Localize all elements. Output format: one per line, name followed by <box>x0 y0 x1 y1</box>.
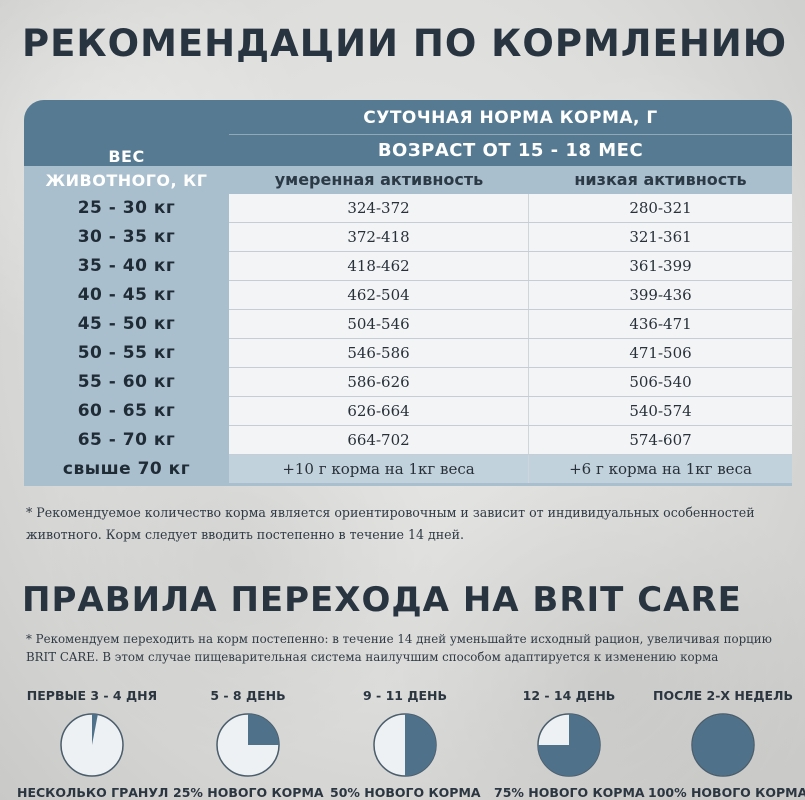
step-period: 5 - 8 ДЕНЬ <box>210 688 286 703</box>
weight-header-line2: ЖИВОТНОГО, КГ <box>45 171 208 190</box>
moderate-cell: 462-504 <box>229 281 529 309</box>
weight-cell: свыше 70 кг <box>62 459 191 479</box>
step-label: 25% НОВОГО КОРМА <box>173 785 324 800</box>
weight-cell: 35 - 40 кг <box>77 256 176 276</box>
step-pie-icon <box>537 713 601 777</box>
row-divider <box>229 425 792 426</box>
low-cell: 471-506 <box>529 339 792 367</box>
weight-header: ВЕС ЖИВОТНОГО, КГ <box>24 145 229 193</box>
moderate-activity-header: умеренная активность <box>274 170 484 189</box>
row-divider <box>229 338 792 339</box>
table-row: 65 - 70 кг 664-702 574-607 <box>24 426 792 455</box>
weight-cell: 40 - 45 кг <box>77 285 176 305</box>
table-row: 35 - 40 кг 418-462 361-399 <box>24 252 792 281</box>
step-period: ПЕРВЫЕ 3 - 4 ДНЯ <box>26 688 158 703</box>
row-divider <box>229 396 792 397</box>
transition-steps: ПЕРВЫЕ 3 - 4 ДНЯ НЕСКОЛЬКО ГРАНУЛ 5 - 8 ДЕ… <box>0 686 805 800</box>
weight-cell: 65 - 70 кг <box>77 430 176 450</box>
low-cell: 361-399 <box>529 252 792 280</box>
low-cell: 399-436 <box>529 281 792 309</box>
low-cell: 436-471 <box>529 310 792 338</box>
low-cell: 574-607 <box>529 426 792 454</box>
row-divider <box>229 367 792 368</box>
table-row: 60 - 65 кг 626-664 540-574 <box>24 397 792 426</box>
table-row: 25 - 30 кг 324-372 280-321 <box>24 194 792 223</box>
step-pie-icon <box>373 713 437 777</box>
moderate-cell: 546-586 <box>229 339 529 367</box>
daily-norm-header: СУТОЧНАЯ НОРМА КОРМА, Г <box>363 108 658 128</box>
moderate-cell: 418-462 <box>229 252 529 280</box>
table-row: 55 - 60 кг 586-626 506-540 <box>24 368 792 397</box>
transition-step: 9 - 11 ДЕНЬ 50% НОВОГО КОРМА <box>330 686 481 800</box>
transition-title: ПРАВИЛА ПЕРЕХОДА НА BRIT CARE <box>22 580 742 620</box>
table-row: 50 - 55 кг 546-586 471-506 <box>24 339 792 368</box>
table-row: 30 - 35 кг 372-418 321-361 <box>24 223 792 252</box>
step-label: 50% НОВОГО КОРМА <box>330 785 481 800</box>
table-row: 45 - 50 кг 504-546 436-471 <box>24 310 792 339</box>
weight-cell: 50 - 55 кг <box>77 343 176 363</box>
feeding-footnote: * Рекомендуемое количество корма являетс… <box>26 505 755 542</box>
low-cell: +6 г корма на 1кг веса <box>529 455 792 483</box>
page-title: РЕКОМЕНДАЦИИ ПО КОРМЛЕНИЮ <box>22 22 788 65</box>
step-label: 75% НОВОГО КОРМА <box>494 785 645 800</box>
transition-step: 5 - 8 ДЕНЬ 25% НОВОГО КОРМА <box>173 686 324 800</box>
step-period: 12 - 14 ДЕНЬ <box>522 688 616 703</box>
moderate-cell: 372-418 <box>229 223 529 251</box>
moderate-cell: 324-372 <box>229 194 529 222</box>
low-cell: 280-321 <box>529 194 792 222</box>
weight-header-line1: ВЕС <box>108 147 145 166</box>
weight-cell: 55 - 60 кг <box>77 372 176 392</box>
low-cell: 321-361 <box>529 223 792 251</box>
weight-cell: 60 - 65 кг <box>77 401 176 421</box>
step-pie-icon <box>216 713 280 777</box>
row-divider <box>229 280 792 281</box>
moderate-cell: +10 г корма на 1кг веса <box>229 455 529 483</box>
weight-cell: 45 - 50 кг <box>77 314 176 334</box>
weight-cell: 25 - 30 кг <box>77 198 176 218</box>
header-divider <box>229 134 792 135</box>
table-row: свыше 70 кг +10 г корма на 1кг веса +6 г к… <box>24 455 792 484</box>
table-body: 25 - 30 кг 324-372 280-321 30 - 35 кг 372-41… <box>24 194 792 484</box>
moderate-cell: 586-626 <box>229 368 529 396</box>
low-cell: 506-540 <box>529 368 792 396</box>
transition-footnote: * Рекомендуем переходить на корм постепе… <box>26 632 772 664</box>
step-period: 9 - 11 ДЕНЬ <box>363 688 447 703</box>
weight-column-bg <box>24 166 229 486</box>
low-cell: 540-574 <box>529 397 792 425</box>
row-divider <box>229 454 792 455</box>
transition-step: ПЕРВЫЕ 3 - 4 ДНЯ НЕСКОЛЬКО ГРАНУЛ <box>17 686 169 800</box>
step-pie-icon <box>60 713 124 777</box>
age-header: ВОЗРАСТ ОТ 15 - 18 МЕС <box>377 140 644 161</box>
transition-step: ПОСЛЕ 2-Х НЕДЕЛЬ 100% НОВОГО КОРМА <box>648 686 805 800</box>
transition-step: 12 - 14 ДЕНЬ 75% НОВОГО КОРМА <box>494 686 645 800</box>
row-divider <box>229 222 792 223</box>
step-label: 100% НОВОГО КОРМА <box>648 785 805 800</box>
weight-cell: 30 - 35 кг <box>77 227 176 247</box>
table-header <box>24 100 792 166</box>
low-activity-header: низкая активность <box>574 170 747 189</box>
step-label: НЕСКОЛЬКО ГРАНУЛ <box>17 785 169 800</box>
feeding-table: СУТОЧНАЯ НОРМА КОРМА, Г ВОЗРАСТ ОТ 15 - … <box>24 100 792 486</box>
row-divider <box>229 309 792 310</box>
step-pie-icon <box>691 713 755 777</box>
step-period: ПОСЛЕ 2-Х НЕДЕЛЬ <box>653 688 793 703</box>
moderate-cell: 504-546 <box>229 310 529 338</box>
table-row: 40 - 45 кг 462-504 399-436 <box>24 281 792 310</box>
activity-header: умеренная активность низкая активность <box>229 166 792 194</box>
moderate-cell: 664-702 <box>229 426 529 454</box>
moderate-cell: 626-664 <box>229 397 529 425</box>
row-divider <box>229 251 792 252</box>
